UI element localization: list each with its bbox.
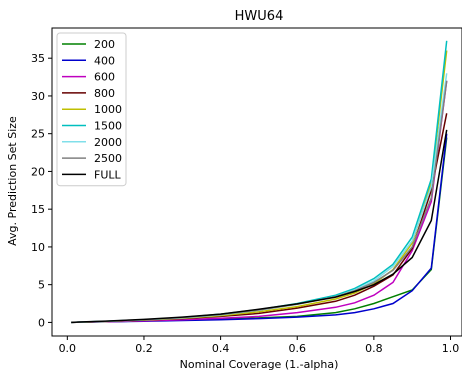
series-line-2500	[71, 80, 448, 324]
series-line-1000	[71, 50, 448, 324]
series-line-600	[71, 80, 448, 324]
series-line-400	[71, 133, 448, 324]
legend-label: 1500	[94, 120, 122, 133]
x-axis-title: Nominal Coverage (1.-alpha)	[180, 358, 339, 371]
legend-label: 200	[94, 38, 115, 51]
legend-label: 800	[94, 87, 115, 100]
plot-area	[71, 40, 448, 324]
legend-label: 2500	[94, 152, 122, 165]
y-tick-label: 5	[38, 279, 45, 292]
series-line-800	[71, 113, 448, 324]
y-axis-title: Avg. Prediction Set Size	[6, 116, 19, 246]
x-tick-label: 0.6	[288, 342, 306, 355]
x-tick-label: 0.2	[135, 342, 153, 355]
series-line-200	[71, 137, 448, 324]
plot-frame	[51, 27, 462, 337]
legend-box	[56, 32, 127, 187]
y-tick-label: 30	[31, 90, 45, 103]
legend-label: FULL	[94, 168, 122, 181]
legend-label: 400	[94, 54, 115, 67]
y-tick-label: 20	[31, 165, 45, 178]
x-tick-label: 0.4	[212, 342, 230, 355]
y-tick-label: 10	[31, 241, 45, 254]
y-tick-label: 0	[38, 316, 45, 329]
legend-label: 1000	[94, 103, 122, 116]
legend-label: 2000	[94, 136, 122, 149]
chart-title: HWU64	[235, 9, 284, 24]
x-tick-label: 1.0	[442, 342, 460, 355]
legend: 200 400 600 800 1000 1500 2000 2500 FULL	[56, 32, 127, 187]
y-tick-label: 35	[31, 52, 45, 65]
series-line-1500	[71, 40, 448, 324]
y-tick-label: 25	[31, 128, 45, 141]
y-tick-label: 15	[31, 203, 45, 216]
x-tick-label: 0.0	[59, 342, 77, 355]
x-tick-label: 0.8	[365, 342, 383, 355]
series-line-full	[71, 129, 448, 324]
legend-label: 600	[94, 71, 115, 84]
